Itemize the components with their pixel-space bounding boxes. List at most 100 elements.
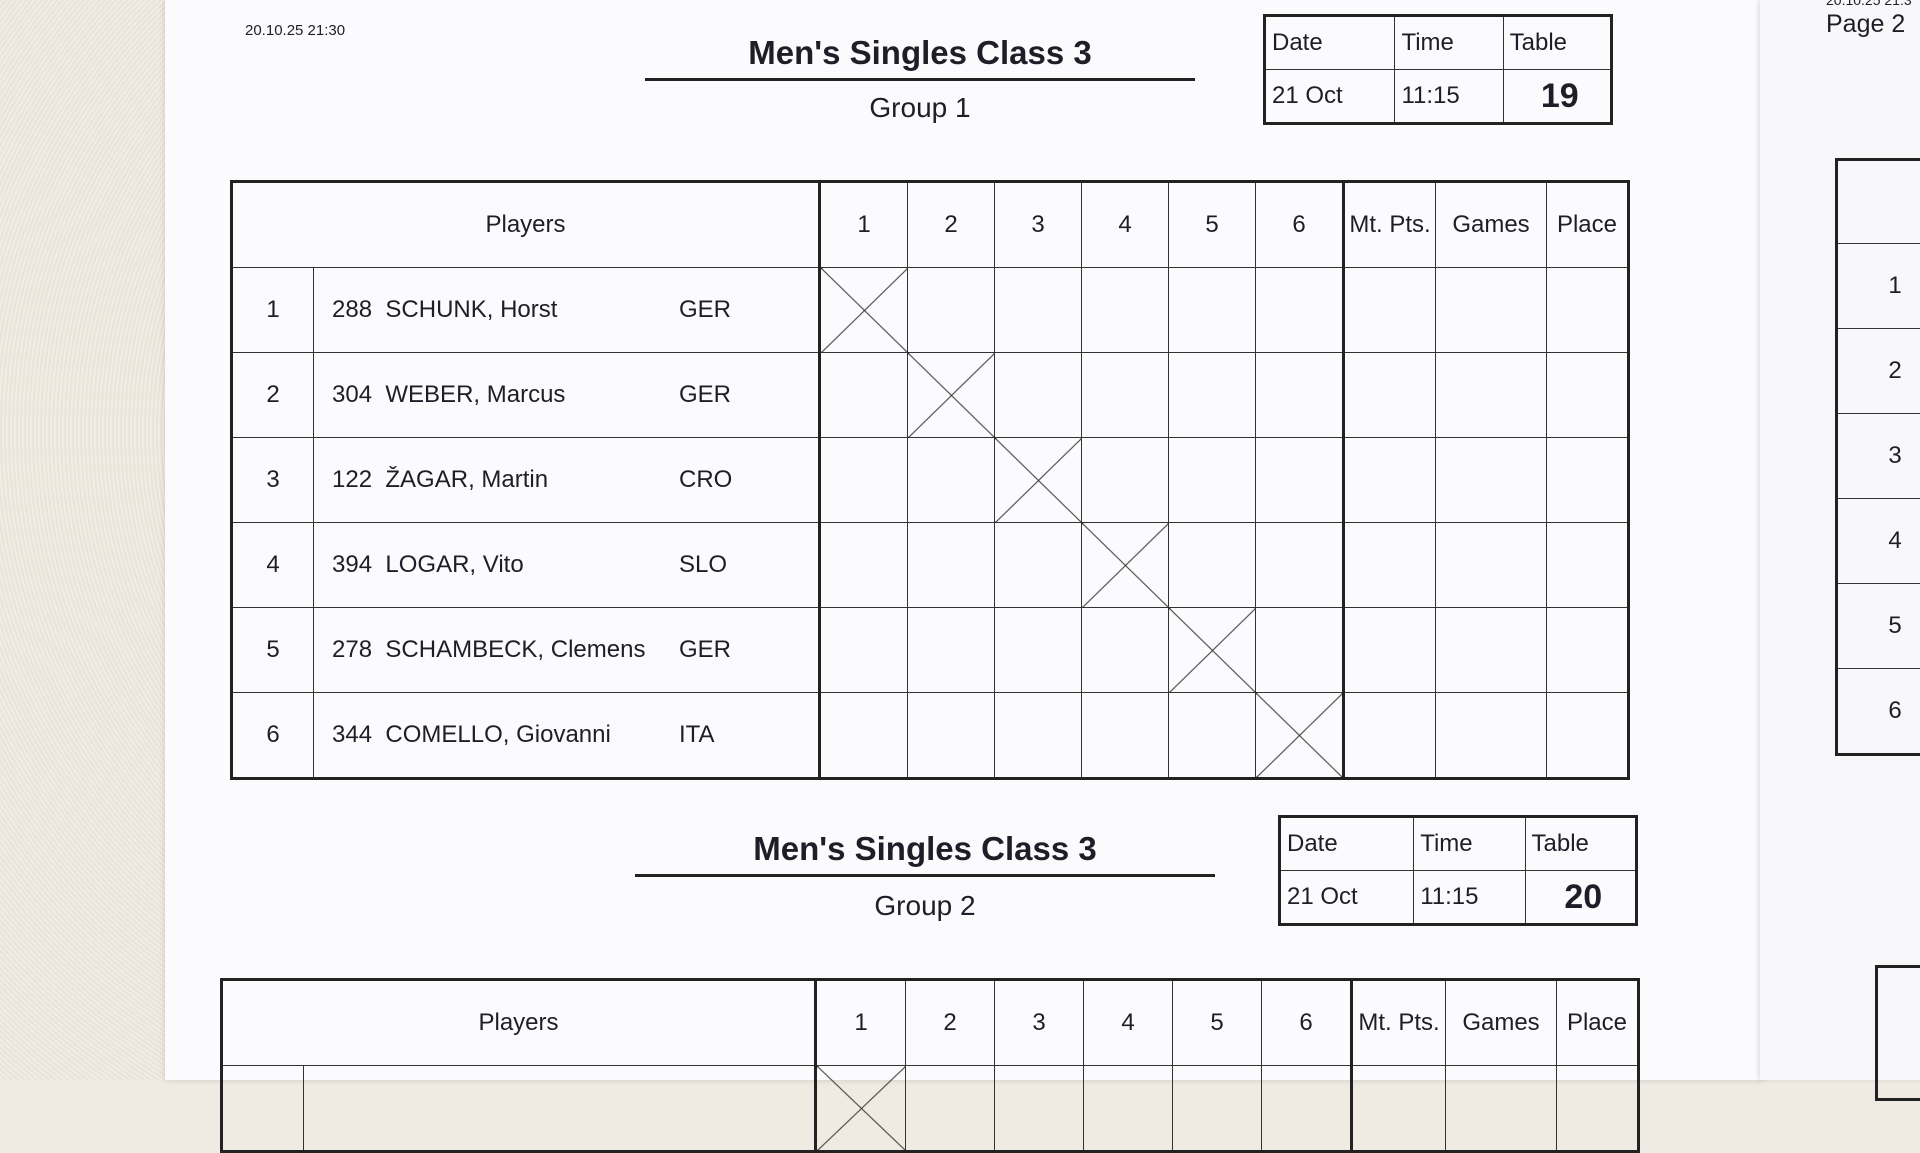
result-cell[interactable] <box>908 523 995 608</box>
match-points-cell[interactable] <box>1344 438 1436 523</box>
result-cell[interactable] <box>820 438 908 523</box>
games-cell[interactable] <box>1436 438 1547 523</box>
result-cell[interactable] <box>1256 523 1344 608</box>
group2-title: Men's Singles Class 3 <box>635 830 1215 877</box>
player-number: 394 <box>332 551 372 578</box>
result-cell[interactable] <box>995 693 1082 779</box>
players-header: Players <box>232 182 820 268</box>
table-number: 20 <box>1525 871 1636 925</box>
result-cell[interactable] <box>908 608 995 693</box>
player-position: 5 <box>232 608 314 693</box>
player-number: 122 <box>332 466 372 493</box>
time-value: 11:15 <box>1414 871 1525 925</box>
result-cell[interactable] <box>995 608 1082 693</box>
blocked-cell <box>820 268 908 353</box>
row-number: 2 <box>1837 329 1920 414</box>
games-cell[interactable] <box>1436 268 1547 353</box>
player-name: WEBER, Marcus <box>385 381 565 408</box>
match-points-cell[interactable] <box>1344 268 1436 353</box>
games-cell[interactable] <box>1436 608 1547 693</box>
result-cell[interactable] <box>1169 268 1256 353</box>
match-points-cell[interactable] <box>1344 353 1436 438</box>
result-cell[interactable] <box>1082 438 1169 523</box>
result-cell[interactable] <box>908 268 995 353</box>
player-country: ITA <box>679 721 715 749</box>
match-points-cell[interactable] <box>1344 693 1436 779</box>
date-value: 21 Oct <box>1280 871 1414 925</box>
games-cell[interactable] <box>1436 693 1547 779</box>
place-cell[interactable] <box>1547 353 1629 438</box>
match-points-cell[interactable] <box>1344 523 1436 608</box>
result-cell[interactable] <box>820 608 908 693</box>
player-name: COMELLO, Giovanni <box>385 721 610 748</box>
result-cell[interactable] <box>1256 353 1344 438</box>
row-number: 3 <box>1837 414 1920 499</box>
result-cell[interactable] <box>995 353 1082 438</box>
player-row: 4 394 LOGAR, Vito SLO <box>232 523 1629 608</box>
page-label: Page 2 <box>1826 10 1905 39</box>
result-cell[interactable] <box>908 693 995 779</box>
players-header: Players <box>222 980 816 1066</box>
group1-table: Players 1 2 3 4 5 6 Mt. Pts. Games Place… <box>230 180 1630 780</box>
games-cell[interactable] <box>1436 353 1547 438</box>
blocked-cell <box>1256 693 1344 779</box>
result-cell[interactable] <box>1169 693 1256 779</box>
player-position: 2 <box>232 353 314 438</box>
row-number: 4 <box>1837 499 1920 584</box>
player-number: 288 <box>332 296 372 323</box>
player-number: 344 <box>332 721 372 748</box>
player-name: LOGAR, Vito <box>385 551 523 578</box>
result-cell[interactable] <box>1256 608 1344 693</box>
blocked-cell <box>1082 523 1169 608</box>
result-cell[interactable] <box>1256 438 1344 523</box>
result-cell[interactable] <box>1169 438 1256 523</box>
result-cell[interactable] <box>908 438 995 523</box>
player-number: 278 <box>332 636 372 663</box>
date-value: 21 Oct <box>1265 70 1395 124</box>
player-position: 1 <box>232 268 314 353</box>
table-number: 19 <box>1503 70 1611 124</box>
result-cell[interactable] <box>1256 268 1344 353</box>
result-cell[interactable] <box>1169 353 1256 438</box>
player-cell: 394 LOGAR, Vito SLO <box>314 523 820 608</box>
player-position: 4 <box>232 523 314 608</box>
player-country: GER <box>679 296 731 324</box>
player-number: 304 <box>332 381 372 408</box>
result-cell[interactable] <box>1082 353 1169 438</box>
result-cell[interactable] <box>820 693 908 779</box>
result-cell[interactable] <box>1082 608 1169 693</box>
timestamp: 20.10.25 21:3 <box>1826 0 1912 8</box>
place-cell[interactable] <box>1547 523 1629 608</box>
place-cell[interactable] <box>1547 438 1629 523</box>
result-cell[interactable] <box>1169 523 1256 608</box>
player-cell: 304 WEBER, Marcus GER <box>314 353 820 438</box>
player-position: 3 <box>232 438 314 523</box>
games-cell[interactable] <box>1436 523 1547 608</box>
match-points-cell[interactable] <box>1344 608 1436 693</box>
blocked-cell <box>995 438 1082 523</box>
result-cell[interactable] <box>995 523 1082 608</box>
place-cell[interactable] <box>1547 608 1629 693</box>
place-cell[interactable] <box>1547 268 1629 353</box>
row-number: 5 <box>1837 584 1920 669</box>
place-cell[interactable] <box>1547 693 1629 779</box>
player-country: SLO <box>679 551 727 579</box>
result-cell[interactable] <box>995 268 1082 353</box>
result-cell[interactable] <box>1082 693 1169 779</box>
result-cell[interactable] <box>820 523 908 608</box>
result-cell[interactable] <box>820 353 908 438</box>
result-cell[interactable] <box>1082 268 1169 353</box>
player-country: GER <box>679 636 731 664</box>
group1-title: Men's Singles Class 3 <box>645 34 1195 81</box>
player-name: ŽAGAR, Martin <box>385 466 548 493</box>
player-country: GER <box>679 381 731 409</box>
next-group-table: 1 2 3 4 5 6 <box>1835 158 1920 756</box>
